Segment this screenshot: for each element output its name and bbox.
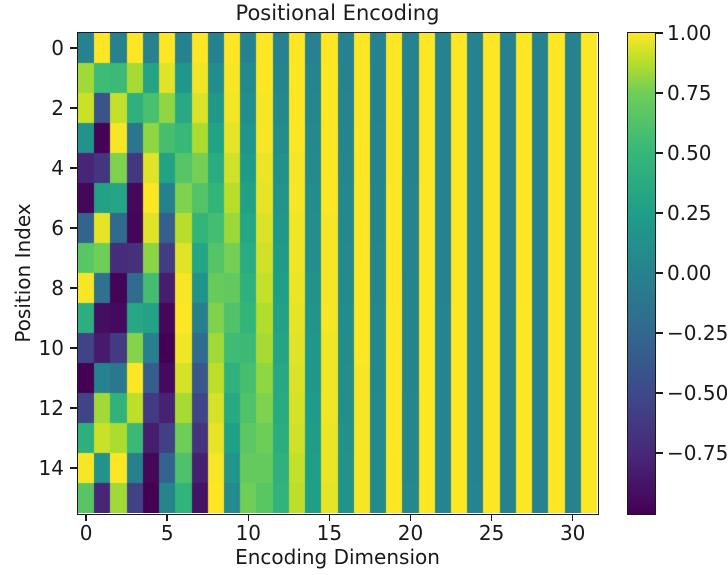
y-tick-label: 6 (51, 216, 64, 240)
y-tick-mark (69, 167, 77, 169)
x-tick-label: 25 (478, 521, 505, 545)
x-axis-label: Encoding Dimension (235, 545, 440, 569)
colorbar-tick-label: −0.50 (667, 381, 728, 405)
y-tick-label: 12 (38, 396, 64, 420)
x-tick-mark (85, 514, 87, 521)
x-tick-label: 30 (559, 521, 586, 545)
colorbar-tick-mark (655, 32, 663, 34)
colorbar-tick-label: −0.75 (667, 441, 728, 465)
x-tick-mark (490, 514, 493, 521)
x-tick-label: 15 (316, 521, 343, 545)
x-tick-label: 20 (397, 521, 424, 545)
y-tick-label: 0 (51, 36, 64, 60)
y-tick-mark (69, 407, 77, 409)
x-tick-mark (328, 514, 331, 521)
y-tick-label: 10 (38, 336, 64, 360)
colorbar-tick-mark (655, 152, 663, 154)
chart-title: Positional Encoding (235, 1, 440, 25)
colorbar-tick-mark (655, 92, 663, 94)
x-tick-mark (247, 514, 250, 521)
x-tick-label: 10 (235, 521, 262, 545)
colorbar-tick-mark (655, 392, 663, 394)
colorbar-tick-label: 0.75 (667, 81, 712, 105)
x-tick-mark (409, 514, 412, 521)
y-tick-label: 8 (51, 276, 64, 300)
colorbar-gradient (627, 32, 655, 514)
colorbar-frame (626, 31, 656, 515)
colorbar-tick-label: 0.50 (667, 141, 712, 165)
y-tick-mark (69, 347, 77, 349)
colorbar-tick-label: 1.00 (667, 21, 712, 45)
x-tick-label: 0 (79, 521, 93, 545)
y-tick-mark (69, 287, 77, 289)
x-tick-mark (166, 514, 168, 521)
y-tick-label: 4 (51, 156, 64, 180)
y-tick-mark (69, 107, 77, 109)
x-tick-label: 5 (160, 521, 174, 545)
y-tick-mark (69, 467, 77, 469)
y-tick-mark (69, 47, 77, 49)
colorbar-tick-label: 0.25 (667, 201, 712, 225)
heatmap-canvas (77, 32, 597, 513)
colorbar-tick-mark (655, 332, 663, 334)
y-tick-label: 2 (51, 96, 64, 120)
plot-frame (76, 31, 599, 515)
x-tick-mark (571, 514, 574, 521)
y-tick-label: 14 (38, 456, 64, 480)
colorbar-tick-mark (655, 212, 663, 214)
colorbar-tick-label: 0.00 (667, 261, 712, 285)
colorbar-tick-mark (655, 272, 663, 274)
colorbar-tick-mark (655, 452, 663, 454)
y-tick-mark (69, 227, 77, 229)
colorbar-tick-label: −0.25 (667, 321, 728, 345)
